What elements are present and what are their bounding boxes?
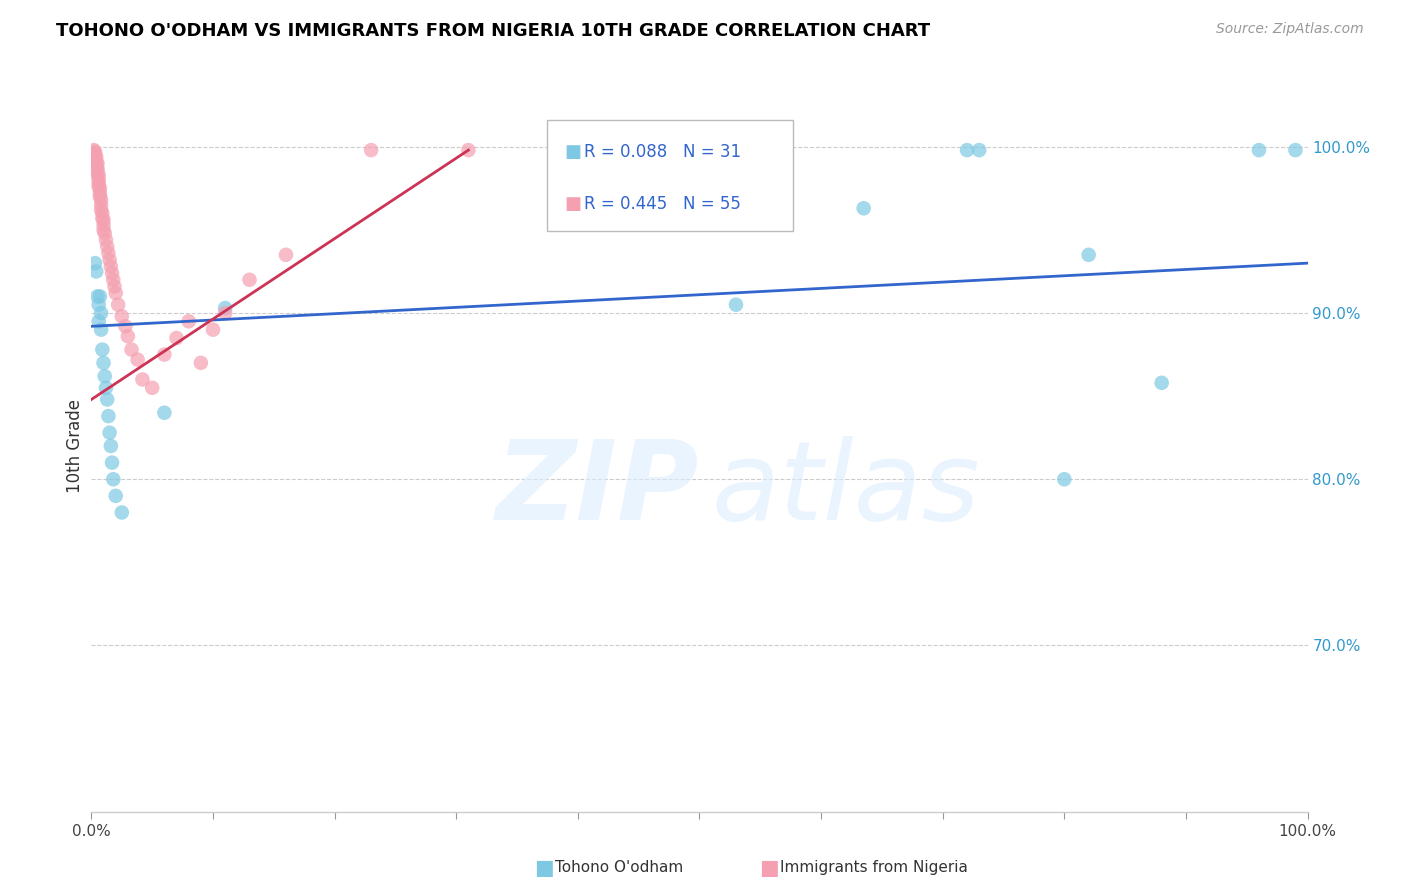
Point xyxy=(89,186,111,201)
Point xyxy=(86,168,108,182)
Text: Tohono O'odham: Tohono O'odham xyxy=(555,861,683,875)
Point xyxy=(86,161,108,176)
Point xyxy=(141,381,163,395)
Point xyxy=(111,506,134,520)
Point xyxy=(90,198,112,212)
Point xyxy=(121,343,143,357)
Point xyxy=(89,189,111,203)
Text: ■: ■ xyxy=(759,858,779,878)
Text: ■: ■ xyxy=(565,195,582,213)
Point xyxy=(96,392,118,407)
Point xyxy=(84,256,107,270)
Point xyxy=(84,264,107,278)
Point xyxy=(202,323,225,337)
Point xyxy=(114,319,136,334)
Point xyxy=(101,266,124,280)
Text: ZIP: ZIP xyxy=(496,436,699,543)
Point xyxy=(153,406,176,420)
Point xyxy=(91,211,114,226)
Point xyxy=(214,306,236,320)
Point xyxy=(84,158,107,172)
Point xyxy=(83,146,105,161)
Text: R = 0.088   N = 31: R = 0.088 N = 31 xyxy=(585,143,741,161)
Point xyxy=(93,356,115,370)
Point xyxy=(238,273,260,287)
Point xyxy=(103,273,125,287)
Point xyxy=(84,145,107,159)
Point xyxy=(94,381,117,395)
Point xyxy=(1150,376,1173,390)
Point xyxy=(457,143,479,157)
Point xyxy=(84,150,107,164)
Point xyxy=(724,298,747,312)
Text: Source: ZipAtlas.com: Source: ZipAtlas.com xyxy=(1216,22,1364,37)
Y-axis label: 10th Grade: 10th Grade xyxy=(66,399,84,493)
Point xyxy=(87,168,110,182)
Point xyxy=(89,289,111,303)
Point xyxy=(84,148,107,162)
Point xyxy=(93,213,115,227)
Point xyxy=(127,352,149,367)
Point xyxy=(274,248,297,262)
Point xyxy=(166,331,188,345)
Point xyxy=(1284,143,1306,157)
Point xyxy=(91,206,114,220)
Point xyxy=(90,202,112,217)
Point xyxy=(87,177,110,191)
Point xyxy=(104,489,127,503)
Point xyxy=(87,314,110,328)
Point xyxy=(94,233,117,247)
Point xyxy=(131,372,153,386)
Text: ■: ■ xyxy=(565,143,582,161)
Point xyxy=(87,179,110,194)
Point xyxy=(153,348,176,362)
Point xyxy=(100,439,122,453)
Point xyxy=(177,314,200,328)
Point xyxy=(93,218,115,232)
Point xyxy=(94,369,117,384)
Point xyxy=(1077,248,1099,262)
Point xyxy=(87,173,110,187)
Point xyxy=(117,329,139,343)
Point xyxy=(90,306,112,320)
Point xyxy=(97,246,120,260)
Point xyxy=(101,456,124,470)
Point xyxy=(967,143,990,157)
Point xyxy=(1247,143,1270,157)
Point xyxy=(93,223,115,237)
Point xyxy=(111,310,134,324)
Point xyxy=(1053,472,1076,486)
Point xyxy=(96,239,118,253)
Point xyxy=(107,298,129,312)
Point xyxy=(97,409,120,423)
Point xyxy=(98,252,121,267)
Point xyxy=(87,298,110,312)
Point xyxy=(86,156,108,170)
Point xyxy=(86,165,108,179)
Point xyxy=(94,226,117,240)
Point xyxy=(83,143,105,157)
Point xyxy=(86,289,108,303)
Point xyxy=(98,425,121,440)
Text: TOHONO O'ODHAM VS IMMIGRANTS FROM NIGERIA 10TH GRADE CORRELATION CHART: TOHONO O'ODHAM VS IMMIGRANTS FROM NIGERI… xyxy=(56,22,931,40)
Point xyxy=(89,181,111,195)
Point xyxy=(100,260,122,274)
Point xyxy=(190,356,212,370)
Point xyxy=(90,323,112,337)
Point xyxy=(360,143,382,157)
Point xyxy=(104,286,127,301)
Point xyxy=(852,202,875,216)
Point xyxy=(956,143,979,157)
Text: ■: ■ xyxy=(534,858,554,878)
Point xyxy=(103,279,125,293)
Point xyxy=(103,472,125,486)
Point xyxy=(90,193,112,207)
Point xyxy=(84,152,107,166)
Point xyxy=(91,343,114,357)
Text: Immigrants from Nigeria: Immigrants from Nigeria xyxy=(780,861,969,875)
Point xyxy=(214,301,236,315)
Point xyxy=(84,154,107,169)
Text: R = 0.445   N = 55: R = 0.445 N = 55 xyxy=(585,195,741,213)
Text: atlas: atlas xyxy=(711,436,980,543)
